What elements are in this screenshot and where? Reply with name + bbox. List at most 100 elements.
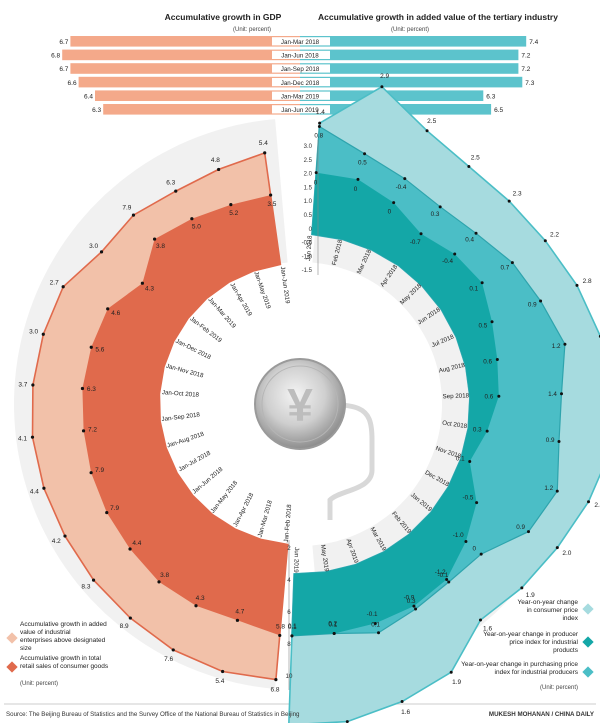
yuan-coin-icon — [254, 358, 346, 450]
tertiary-unit: (Unit: percent) — [391, 27, 429, 33]
price-point — [510, 261, 514, 265]
price-point — [507, 199, 511, 203]
industrial-value-label: 5.8 — [276, 623, 285, 630]
ppi-value-label: 0 — [314, 180, 318, 187]
cpi-value-label: 2.9 — [380, 73, 389, 80]
gdp-value-label: 6.3 — [92, 107, 101, 114]
right-month-label: Sep 2018 — [442, 392, 469, 400]
legend-purchasing-line: Year-on-year change in purchasing price — [461, 661, 578, 668]
legend-industrial-line: size — [20, 645, 32, 652]
left-month-label: Jan-Dec 2018 — [174, 338, 212, 362]
gdp-bar — [70, 63, 301, 74]
cpi-value-label: 2.5 — [471, 155, 480, 162]
legend-swatch-cpi — [582, 603, 594, 615]
left-axis-tick: 8 — [287, 641, 291, 648]
legend-cpi-line: in consumer price — [527, 607, 579, 614]
industrial-point — [235, 618, 240, 622]
retail-value-label: 7.9 — [122, 205, 131, 212]
industrial-point — [80, 386, 85, 391]
price-point — [403, 177, 407, 181]
period-label-bg — [272, 64, 330, 73]
price-point — [587, 500, 591, 504]
ppi-value-label: -0.1 — [367, 611, 378, 618]
gdp-value-label: 6.8 — [51, 53, 60, 60]
footer-credit: MUKESH MOHANAN / CHINA DAILY — [489, 711, 595, 718]
price-point — [479, 618, 483, 622]
left-month-label: Jan-Oct 2018 — [162, 389, 200, 399]
retail-value-label: 7.6 — [164, 656, 173, 663]
gdp-title: Accumulative growth in GDP — [165, 12, 282, 22]
gdp-value-label: 6.4 — [84, 93, 93, 100]
cpi-value-label: 2.4 — [594, 502, 600, 509]
period-label: Jan-Mar 2019 — [281, 93, 320, 100]
industrial-value-label: 3.8 — [160, 572, 169, 579]
left-month-label: Jan-Apr 2018 — [232, 491, 255, 528]
industrial-value-label: 5.0 — [192, 223, 201, 230]
period-label-bg — [272, 50, 330, 59]
retail-value-label: 3.7 — [18, 381, 27, 388]
industrial-value-label: 7.9 — [110, 505, 119, 512]
tertiary-value-label: 7.4 — [529, 39, 538, 46]
ppi-value-label: -0.5 — [462, 495, 473, 502]
right-axis-tick: 3.0 — [304, 144, 313, 150]
purchasing-value-label: 0.3 — [431, 211, 440, 218]
price-point — [563, 342, 567, 346]
purchasing-value-label: 0.8 — [314, 132, 323, 139]
period-label-bg — [272, 91, 330, 100]
legend-cpi-line: index — [562, 615, 578, 622]
left-month-label: Jan-Feb 2019 — [188, 315, 223, 344]
purchasing-value-label: 0.9 — [546, 437, 555, 444]
price-point — [490, 320, 494, 324]
right-month-label: Oct 2018 — [442, 420, 468, 431]
purchasing-value-label: 0 — [472, 545, 476, 552]
retail-point — [217, 167, 221, 172]
right-axis-tick: 0 — [309, 227, 313, 233]
price-point — [560, 392, 564, 396]
retail-value-label: 3.0 — [29, 329, 38, 336]
right-axis-tick: 1.5 — [304, 185, 313, 191]
tertiary-bar — [300, 49, 519, 61]
cpi-value-label: 2.8 — [583, 278, 592, 285]
price-point — [412, 604, 416, 608]
industrial-value-label: 4.3 — [145, 286, 154, 293]
period-label: Jan-Jun 2018 — [281, 53, 319, 60]
retail-point — [221, 669, 225, 674]
retail-value-label: 2.7 — [50, 279, 59, 286]
industrial-value-label: 3.5 — [267, 201, 276, 208]
industrial-point — [105, 510, 109, 515]
retail-value-label: 4.8 — [211, 157, 220, 164]
industrial-point — [194, 604, 198, 608]
legend-ppi: Year-on-year change in producer price ind… — [483, 631, 579, 654]
cpi-value-label: 1.9 — [452, 679, 461, 686]
period-label: Jan-Dec 2018 — [281, 80, 320, 87]
legend-retail: Accumulative growth in total retail sales… — [20, 655, 109, 670]
purchasing-value-label: 1.2 — [544, 485, 553, 492]
industrial-value-label: 3.8 — [156, 243, 165, 250]
gdp-value-label: 6.6 — [68, 80, 77, 87]
price-point — [479, 552, 483, 556]
price-point — [447, 580, 451, 584]
ppi-value-label: 0.2 — [328, 621, 337, 628]
cpi-value-label: 1.9 — [526, 592, 535, 599]
left-month-label: Jan-Apr 2019 — [228, 282, 253, 318]
retail-value-label: 5.4 — [215, 678, 224, 685]
industrial-point — [229, 203, 233, 207]
industrial-value-label: 4.6 — [111, 310, 120, 317]
price-point — [356, 177, 360, 181]
legend-swatch-ppi — [582, 636, 594, 648]
tertiary-value-label: 7.2 — [521, 53, 530, 60]
retail-point — [128, 616, 132, 620]
cpi-value-label: 2.2 — [550, 232, 559, 239]
legend-swatch-industrial — [6, 632, 18, 644]
ppi-value-label: 0.1 — [456, 455, 465, 462]
left-month-label: Jan-May 2018 — [209, 479, 239, 515]
tertiary-value-label: 6.5 — [494, 107, 503, 114]
legend-ppi-line: price index for industrial — [509, 639, 578, 646]
left-month-label: Jan-Nov 2018 — [165, 363, 205, 380]
legend-ppi-line: products — [553, 647, 579, 654]
purchasing-value-label: 0.9 — [528, 302, 537, 309]
yuan-symbol: ¥ — [287, 379, 313, 431]
price-point — [485, 429, 489, 433]
price-point — [377, 631, 381, 635]
